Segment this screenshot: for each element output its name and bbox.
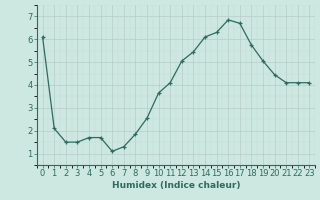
X-axis label: Humidex (Indice chaleur): Humidex (Indice chaleur) (112, 181, 240, 190)
